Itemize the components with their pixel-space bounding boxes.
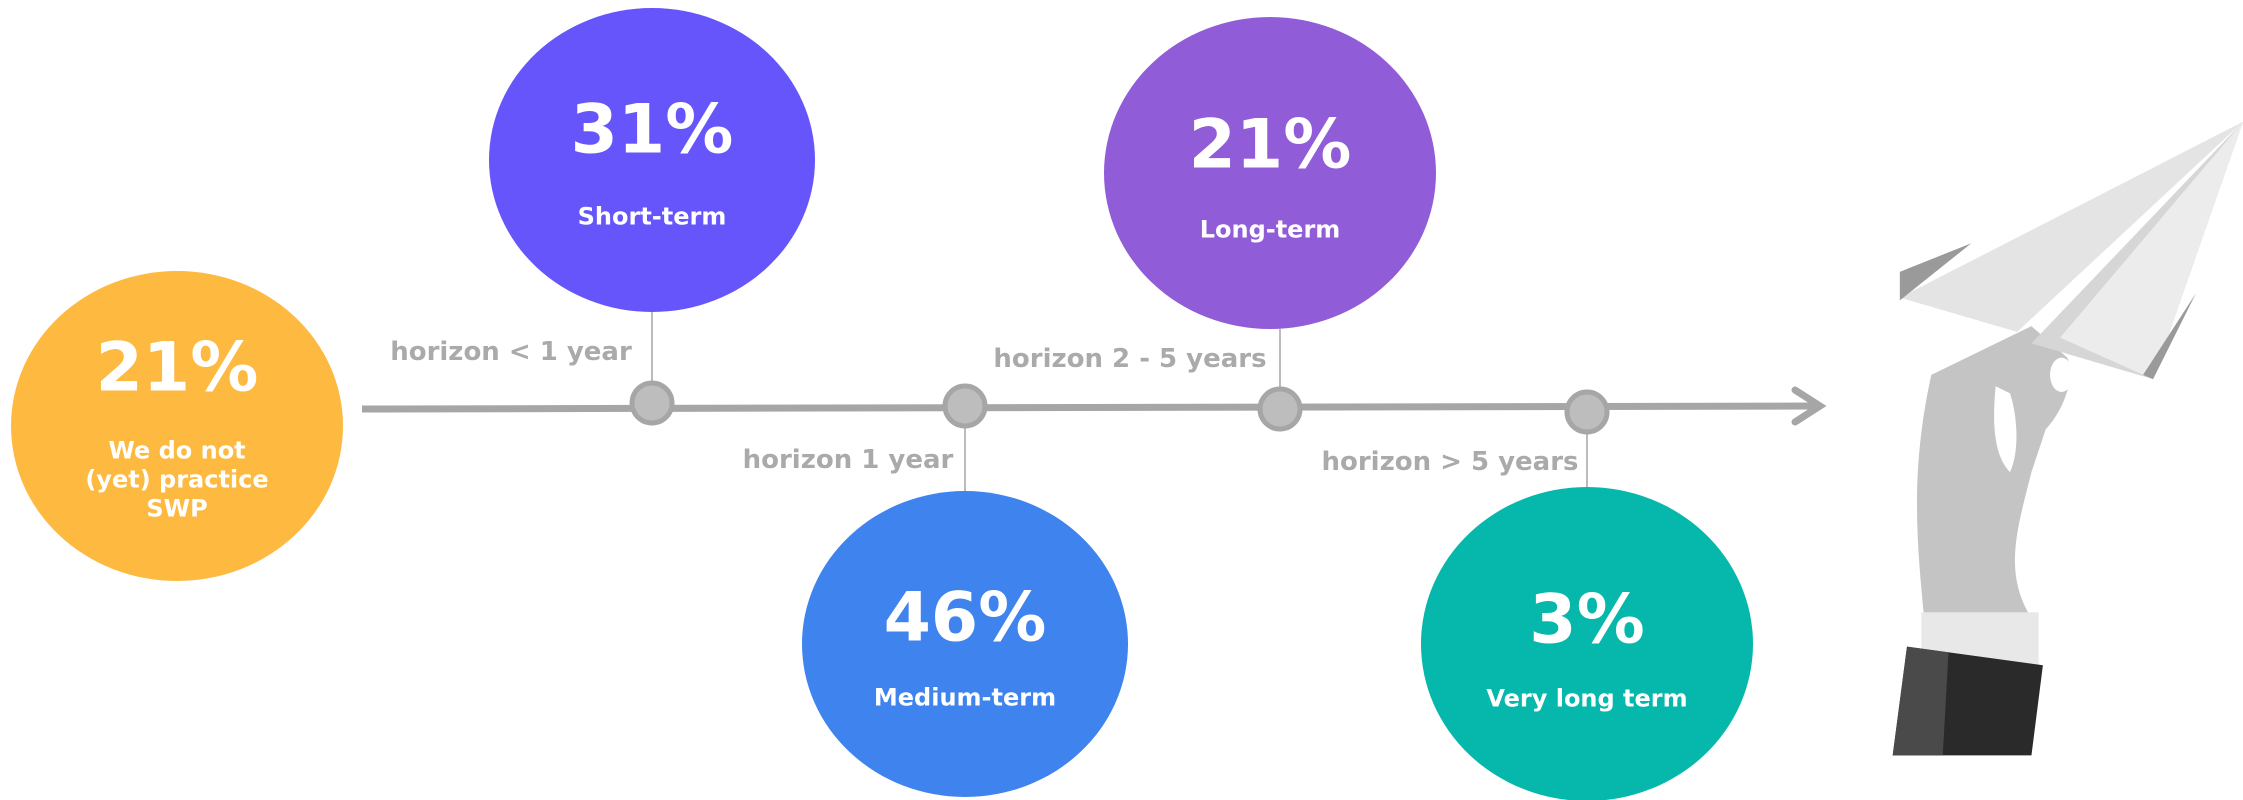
horizon-label: horizon 1 year — [743, 445, 954, 475]
percentage: 21% — [96, 329, 259, 408]
category-label: Very long term — [1486, 685, 1687, 714]
hand-with-plane — [1893, 122, 2243, 756]
percentage: 21% — [1189, 106, 1352, 185]
bubble — [11, 271, 343, 581]
category-label: Long-term — [1200, 216, 1341, 245]
percentage: 46% — [884, 579, 1047, 658]
category-label: We do not (yet) practice SWP — [77, 437, 277, 524]
timeline-node — [1567, 392, 1607, 432]
horizon-label: horizon 2 - 5 years — [993, 344, 1266, 374]
timeline-node — [1260, 389, 1300, 429]
timeline-node — [945, 386, 985, 426]
category-label: Medium-term — [874, 684, 1056, 713]
percentage: 3% — [1529, 581, 1644, 660]
percentage: 31% — [571, 91, 734, 170]
horizon-label: horizon < 1 year — [390, 337, 632, 367]
infographic: 21% We do not (yet) practice SWP horizon <… — [0, 0, 2243, 800]
category-label: Short-term — [578, 203, 727, 232]
graphics — [0, 0, 2243, 800]
horizon-label: horizon > 5 years — [1321, 447, 1578, 477]
timeline-node — [632, 383, 672, 423]
